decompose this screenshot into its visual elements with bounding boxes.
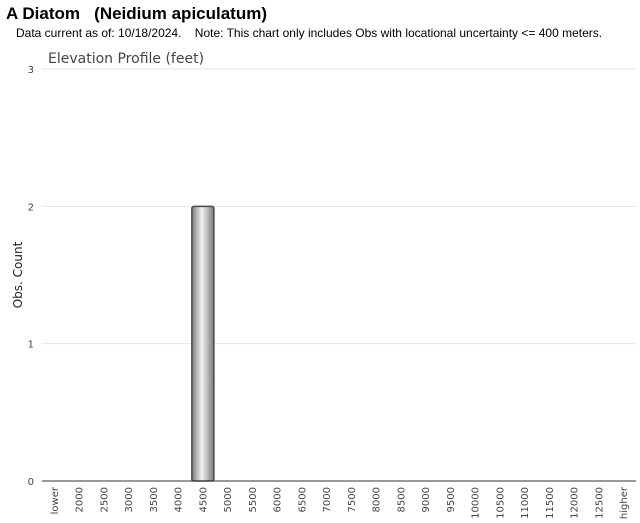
x-tick-label: 7500 [347, 487, 358, 512]
x-tick-label: 4500 [198, 487, 209, 512]
x-tick-label: 10000 [471, 487, 482, 519]
x-tick-label: 12000 [570, 487, 581, 519]
x-tick-label: 6500 [297, 487, 308, 512]
x-tick-label: 5000 [223, 487, 234, 512]
x-tick-label: higher [619, 486, 630, 519]
y-tick-labels: 0 1 2 3 [28, 65, 34, 488]
x-tick-label: 2500 [99, 487, 110, 512]
x-tick-label: 11000 [520, 487, 531, 519]
bar-4500 [191, 205, 215, 482]
chart-title: Elevation Profile (feet) [48, 51, 204, 67]
x-tick-label: 6000 [273, 487, 284, 512]
y-tick-label: 1 [28, 340, 34, 351]
x-tick-label: 9500 [446, 487, 457, 512]
x-tick-label: 3500 [149, 487, 160, 512]
x-tick-label: 4000 [174, 487, 185, 512]
bars [191, 205, 215, 482]
y-tick-label: 3 [28, 65, 34, 76]
data-note: Data current as of: 10/18/2024. Note: Th… [16, 26, 603, 40]
y-tick-label: 2 [28, 202, 34, 213]
x-tick-label: lower [50, 486, 61, 514]
x-tick-label: 7000 [322, 487, 333, 512]
x-tick-label: 9000 [421, 487, 432, 512]
y-tick-label: 0 [28, 477, 34, 488]
y-axis-label: Obs. Count [11, 241, 25, 308]
x-tick-label: 11500 [545, 487, 556, 519]
x-tick-label: 12500 [594, 487, 605, 519]
x-tick-label: 8000 [372, 487, 383, 512]
x-tick-label: 8500 [396, 487, 407, 512]
x-tick-label: 3000 [124, 487, 135, 512]
x-tick-label: 2000 [75, 487, 86, 512]
x-tick-label: 5500 [248, 487, 259, 512]
x-tick-label: 10500 [495, 487, 506, 519]
page-title: A Diatom (Neidium apiculatum) [6, 4, 268, 23]
x-tick-labels: lower 2000 2500 3000 3500 4000 4500 5000 5500 600… [50, 486, 630, 519]
gridlines [42, 68, 636, 345]
